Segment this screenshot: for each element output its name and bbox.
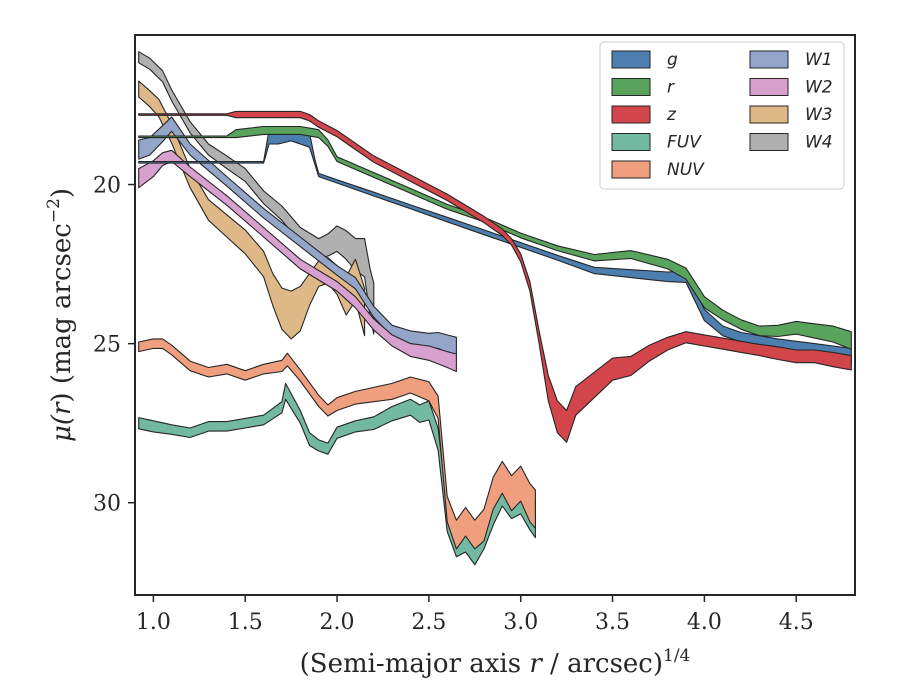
y-axis-label-sup: −2 — [44, 198, 64, 223]
legend-swatch-w4 — [749, 133, 789, 151]
legend-swatch-g — [611, 50, 651, 69]
y-tick-label: 20 — [93, 174, 121, 199]
x-axis-label-text: (Semi-major axis — [300, 649, 530, 679]
series-layer — [138, 51, 852, 566]
y-axis-label-var: r — [47, 401, 77, 415]
series-band-r — [138, 125, 852, 350]
legend-swatch-w3 — [749, 105, 789, 124]
series-band-w3 — [138, 80, 366, 340]
series-band-w4 — [138, 51, 375, 335]
x-tick-label: 2.5 — [411, 610, 446, 635]
legend-label-w4: W4 — [805, 133, 833, 153]
legend-swatch-w1 — [749, 50, 789, 69]
legend-label-z: z — [666, 105, 677, 125]
x-axis-ticks: 1.0 1.5 2.0 2.5 3.0 3.5 4.0 4.5 — [136, 595, 814, 635]
x-tick-label: 1.5 — [228, 610, 263, 635]
x-tick-label: 2.0 — [320, 610, 355, 635]
legend: grz FUV NUV W1 W2 W3 W4 — [599, 41, 845, 190]
y-axis-label-mu: μ( — [47, 414, 77, 442]
y-axis-ticks: 20 25 30 — [93, 174, 135, 517]
x-tick-label: 1.0 — [136, 610, 171, 635]
x-axis-label-var: r — [529, 649, 543, 679]
legend-label-w1: W1 — [805, 50, 833, 70]
y-tick-label: 25 — [93, 333, 121, 358]
series-band-w2 — [138, 149, 457, 373]
legend-label-fuv: FUV — [667, 133, 702, 153]
legend-label-w2: W2 — [805, 78, 833, 98]
y-axis-label-close: ) — [47, 188, 77, 198]
y-axis-label: μ(r) (mag arcsec−2) — [44, 188, 77, 442]
series-band-z — [138, 110, 852, 443]
x-axis-label: (Semi-major axis r / arcsec)1/4 — [300, 646, 691, 679]
legend-label-r: r — [667, 78, 675, 98]
legend-swatch-fuv — [611, 133, 651, 151]
legend-label-nuv: NUV — [667, 160, 705, 180]
y-axis-label-rest: ) (mag arcsec — [47, 223, 77, 402]
x-axis-label-sup: 1/4 — [663, 646, 690, 666]
x-tick-label: 3.0 — [503, 610, 538, 635]
x-tick-label: 4.0 — [687, 610, 722, 635]
legend-swatch-w2 — [749, 78, 789, 96]
plot-frame — [134, 34, 856, 596]
x-axis-label-mid: / arcsec) — [542, 649, 663, 679]
x-tick-label: 4.5 — [779, 610, 814, 635]
y-tick-label: 30 — [93, 492, 121, 517]
series-band-fuv — [138, 382, 536, 566]
legend-swatch-r — [611, 78, 651, 96]
legend-swatch-nuv — [611, 160, 651, 179]
legend-label-g: g — [667, 50, 678, 70]
x-tick-label: 3.5 — [595, 610, 630, 635]
series-band-nuv — [138, 338, 536, 550]
legend-label-w3: W3 — [805, 105, 833, 125]
legend-swatch-z — [611, 105, 651, 124]
